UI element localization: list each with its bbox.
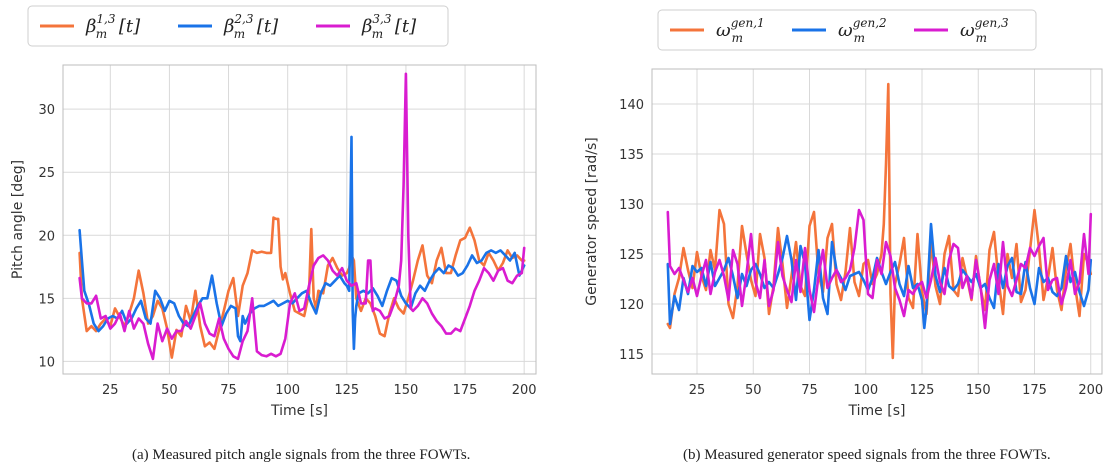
y-tick-label: 140 — [619, 98, 644, 113]
y-tick-label: 115 — [619, 348, 644, 363]
x-tick-label: 75 — [220, 383, 237, 398]
x-tick-label: 150 — [966, 383, 991, 398]
caption-generator-speed: (b) Measured generator speed signals fro… — [683, 447, 1051, 463]
legend: ωgen,1 m ωgen,2 m ωgen,3 m — [657, 9, 1037, 51]
legend-label-1: β1,3 m [t] — [85, 12, 141, 41]
y-tick-label: 20 — [38, 229, 55, 244]
legend-label-2: ωgen,2 m — [838, 16, 887, 45]
y-axis-label: Pitch angle [deg] — [10, 160, 26, 279]
y-tick-label: 25 — [38, 166, 55, 181]
x-tick-label: 200 — [512, 383, 537, 398]
legend-label-2: β2,3 m [t] — [223, 12, 279, 41]
y-axis-label: Generator speed [rad/s] — [584, 137, 600, 305]
legend: β1,3 m [t] β2,3 m [t] β3,3 m [t] — [27, 5, 449, 47]
legend-label-1: ωgen,1 m — [716, 16, 765, 45]
x-tick-label: 175 — [1022, 383, 1047, 398]
y-tick-label: 15 — [38, 292, 55, 307]
y-tick-label: 125 — [619, 248, 644, 263]
series-line-2 — [78, 135, 526, 351]
x-tick-label: 200 — [1078, 383, 1103, 398]
x-tick-label: 50 — [161, 383, 178, 398]
x-tick-label: 25 — [102, 383, 119, 398]
pitch-angle-chart: 25 50 75 100 125 150 175 200 10 15 20 25 30 Time [s] P… — [10, 5, 537, 419]
y-tick-label: 30 — [38, 103, 55, 118]
plot-frame — [651, 68, 1103, 375]
series-line-3 — [666, 208, 1093, 330]
y-tick-label: 120 — [619, 298, 644, 313]
y-tick-label: 10 — [38, 355, 55, 370]
series-line-1 — [666, 82, 1093, 360]
x-axis-label: Time [s] — [848, 403, 906, 419]
x-tick-label: 125 — [910, 383, 935, 398]
legend-label-3: β3,3 m [t] — [361, 12, 417, 41]
x-tick-label: 75 — [801, 383, 818, 398]
x-tick-label: 25 — [689, 383, 706, 398]
x-axis-label: Time [s] — [270, 403, 328, 419]
caption-pitch-angle: (a) Measured pitch angle signals from th… — [132, 447, 471, 463]
y-tick-label: 135 — [619, 148, 644, 163]
series-line-1 — [78, 216, 526, 359]
x-tick-label: 100 — [275, 383, 300, 398]
x-tick-label: 125 — [334, 383, 359, 398]
x-tick-label: 50 — [745, 383, 762, 398]
series-line-3 — [78, 72, 526, 361]
x-tick-label: 175 — [453, 383, 478, 398]
legend-label-3: ωgen,3 m — [960, 16, 1009, 45]
x-tick-label: 100 — [853, 383, 878, 398]
legend-box — [27, 5, 449, 47]
plot-frame — [62, 64, 537, 375]
y-tick-label: 130 — [619, 198, 644, 213]
generator-speed-chart: 25 50 75 100 125 150 175 200 115 120 125 130 135 140 T… — [584, 9, 1103, 419]
x-tick-label: 150 — [394, 383, 419, 398]
legend-box — [657, 9, 1037, 51]
